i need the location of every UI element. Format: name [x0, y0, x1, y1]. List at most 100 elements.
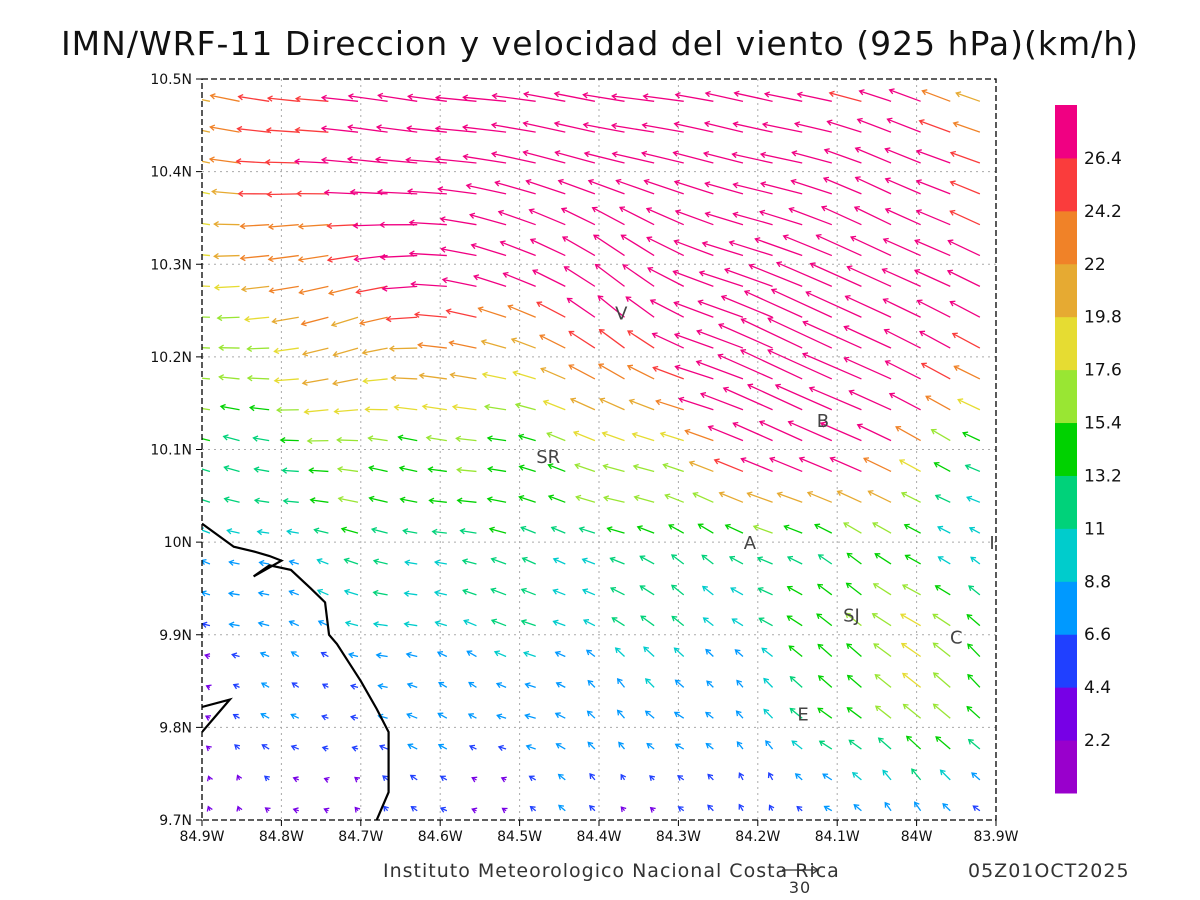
wind-vector — [818, 740, 833, 750]
wind-vector — [256, 528, 270, 536]
wind-vector — [336, 436, 359, 444]
wind-vector — [490, 587, 507, 596]
wind-vector — [826, 119, 862, 133]
wind-vector — [344, 620, 359, 627]
wind-vector — [282, 498, 299, 505]
wind-vector — [264, 807, 271, 813]
wind-vector — [699, 392, 744, 411]
wind-vector — [216, 314, 240, 322]
wind-vector — [525, 744, 536, 751]
wind-vector — [370, 526, 388, 534]
wind-vector — [763, 677, 774, 688]
wind-vector — [649, 299, 685, 318]
wind-vector — [918, 119, 951, 133]
wind-vector — [614, 647, 625, 657]
wind-vector — [647, 266, 685, 287]
wind-vector — [206, 775, 213, 782]
wind-vector — [403, 621, 418, 628]
wind-vector — [884, 147, 921, 164]
colorbar-band — [1055, 528, 1077, 582]
wind-vector — [487, 466, 507, 473]
wind-vector — [441, 277, 477, 288]
wind-vector — [625, 296, 655, 318]
wind-vector — [644, 678, 655, 688]
wind-vector — [337, 495, 359, 503]
x-tick-label: 84.5W — [497, 829, 542, 845]
wind-vector — [481, 371, 507, 380]
wind-vector — [362, 377, 388, 385]
wind-vector — [620, 773, 627, 781]
wind-vector — [383, 805, 389, 812]
wind-vector — [707, 773, 714, 781]
wind-vector — [732, 182, 773, 195]
wind-vector — [308, 467, 329, 474]
wind-vector — [736, 679, 744, 688]
wind-vector — [589, 772, 596, 781]
wind-vector — [581, 588, 596, 596]
wind-vector — [670, 584, 685, 596]
wind-vector — [915, 209, 951, 226]
y-tick-label: 10N — [164, 535, 192, 551]
wind-vector — [587, 679, 596, 688]
wind-vector — [901, 672, 922, 688]
wind-vector — [639, 555, 655, 565]
wind-vector — [933, 461, 951, 473]
colorbar: 2.2 4.4 6.6 8.8 11 13.2 15.4 17.6 19.8 22 24.2 26.4 — [1055, 105, 1122, 794]
wind-vector — [901, 584, 921, 596]
wind-vector — [574, 462, 596, 473]
wind-vector — [882, 237, 921, 257]
wind-vector — [805, 290, 862, 318]
wind-vector — [296, 190, 329, 197]
wind-vector — [718, 491, 744, 503]
wind-vector — [684, 428, 714, 442]
wind-vector — [333, 408, 359, 415]
wind-vector — [268, 285, 299, 294]
wind-vector — [732, 211, 773, 226]
wind-vector — [582, 122, 625, 133]
wind-vector — [228, 621, 240, 628]
wind-vector — [361, 347, 388, 356]
wind-vector — [202, 347, 210, 349]
wind-vector — [355, 285, 388, 295]
wind-vector — [738, 803, 745, 812]
wind-vector — [743, 289, 803, 318]
wind-vector — [205, 745, 212, 752]
wind-vector — [232, 713, 240, 720]
wind-vector — [397, 434, 418, 442]
wind-vector — [469, 212, 507, 226]
wind-vector — [297, 223, 329, 230]
wind-vector — [808, 386, 862, 411]
wind-vector — [588, 804, 596, 812]
wind-vector — [872, 522, 892, 534]
wind-vector — [633, 494, 655, 503]
wind-vector — [486, 435, 507, 442]
wind-vector — [459, 528, 477, 535]
wind-vector — [641, 122, 684, 133]
wind-vector — [673, 711, 685, 719]
wind-vector — [425, 434, 447, 442]
wind-vector — [845, 582, 862, 596]
city-label: A — [744, 533, 757, 554]
wind-vector — [228, 559, 240, 566]
wind-vector — [815, 233, 862, 257]
wind-vector — [390, 374, 418, 382]
wind-vector — [704, 181, 744, 195]
wind-vector — [518, 495, 536, 503]
wind-vector — [823, 148, 862, 164]
wind-vector — [649, 775, 656, 781]
wind-vector — [671, 615, 685, 627]
wind-vector — [288, 589, 300, 596]
wind-vector — [500, 776, 507, 783]
wind-vector — [884, 360, 921, 380]
wind-vector — [846, 674, 862, 688]
wind-vector — [848, 389, 892, 411]
wind-vector — [320, 125, 359, 133]
wind-vector — [688, 460, 714, 473]
wind-vector — [674, 743, 685, 750]
wind-vector — [844, 612, 862, 627]
wind-vector — [552, 619, 566, 627]
wind-vector — [266, 191, 299, 198]
wind-vector — [843, 522, 862, 534]
y-tick-label: 9.8N — [159, 720, 192, 736]
wind-vector — [467, 713, 477, 719]
